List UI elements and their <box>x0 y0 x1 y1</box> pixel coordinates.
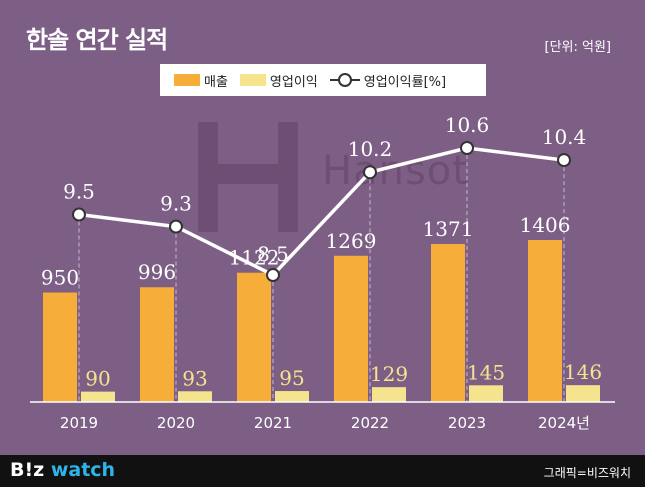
revenue-label-3: 1269 <box>326 229 377 253</box>
revenue-bar-1 <box>140 287 174 402</box>
chart-title: 한솔 연간 실적 <box>26 26 168 54</box>
operating-profit-swatch <box>239 74 266 86</box>
margin-label-0: 9.5 <box>63 180 95 204</box>
margin-label-1: 9.3 <box>160 192 192 216</box>
revenue-label-5: 1406 <box>520 213 571 237</box>
revenue-bar-5 <box>528 240 562 402</box>
revenue-swatch <box>174 74 200 86</box>
revenue-label-1: 996 <box>138 260 176 284</box>
legend-label-margin: 영업이익률[%] <box>363 74 447 90</box>
hansol-logo-watermark <box>198 122 298 232</box>
operating-profit-bar-4 <box>469 385 503 402</box>
revenue-label-0: 950 <box>41 266 79 290</box>
operating-profit-label-2: 95 <box>279 366 304 390</box>
operating-profit-bar-2 <box>275 391 309 402</box>
margin-line <box>78 146 565 278</box>
margin-point-5 <box>557 153 571 168</box>
revenue-label-4: 1371 <box>423 217 474 241</box>
legend-item-operating-profit: 영업이익 <box>239 71 318 90</box>
chart-svg: 9509020199969320201122952021126912920221… <box>30 113 615 432</box>
operating-profit-bar-5 <box>566 385 600 402</box>
operating-profit-bar-3 <box>372 387 406 402</box>
operating-profit-label-0: 90 <box>85 367 110 391</box>
margin-label-3: 10.2 <box>348 137 393 161</box>
operating-profit-label-5: 146 <box>564 360 602 384</box>
footer-bar: B!z watch 그래픽=비즈워치 <box>0 455 645 487</box>
operating-profit-label-1: 93 <box>182 366 207 390</box>
legend-item-margin: 영업이익률[%] <box>329 71 447 90</box>
margin-label-5: 10.4 <box>542 125 587 149</box>
graphic-credit: 그래픽=비즈워치 <box>543 466 631 480</box>
revenue-bar-0 <box>43 292 77 402</box>
margin-point-3 <box>363 165 377 180</box>
margin-label-4: 10.6 <box>445 113 490 137</box>
x-tick-label-2: 2021 <box>254 414 292 432</box>
watermark-text: Hansot <box>322 148 469 194</box>
operating-profit-bar-0 <box>81 391 115 402</box>
x-tick-label-5: 2024년 <box>538 414 590 432</box>
operating-profit-label-4: 145 <box>467 360 505 384</box>
legend-item-revenue: 매출 <box>174 71 228 90</box>
x-tick-label-0: 2019 <box>60 414 98 432</box>
margin-point-2 <box>266 268 280 282</box>
margin-point-0 <box>72 207 86 222</box>
margin-label-2: 8.5 <box>257 242 289 266</box>
x-tick-label-4: 2023 <box>448 414 486 432</box>
legend-label-operating-profit: 영업이익 <box>269 74 318 90</box>
revenue-bar-2 <box>237 272 271 402</box>
operating-profit-bar-1 <box>178 391 212 402</box>
x-tick-label-3: 2022 <box>351 414 389 432</box>
bizwatch-logo: B!z watch <box>10 459 116 481</box>
margin-point-1 <box>169 219 183 234</box>
legend-label-revenue: 매출 <box>204 74 228 90</box>
revenue-bar-3 <box>334 255 368 402</box>
x-tick-label-1: 2020 <box>157 414 195 432</box>
legend: 매출 영업이익 영업이익률[%] <box>160 64 486 96</box>
unit-label: [단위: 억원] <box>544 40 612 55</box>
revenue-bar-4 <box>431 244 465 402</box>
operating-profit-label-3: 129 <box>370 362 408 386</box>
margin-point-4 <box>460 141 474 155</box>
margin-line-swatch <box>329 73 360 87</box>
